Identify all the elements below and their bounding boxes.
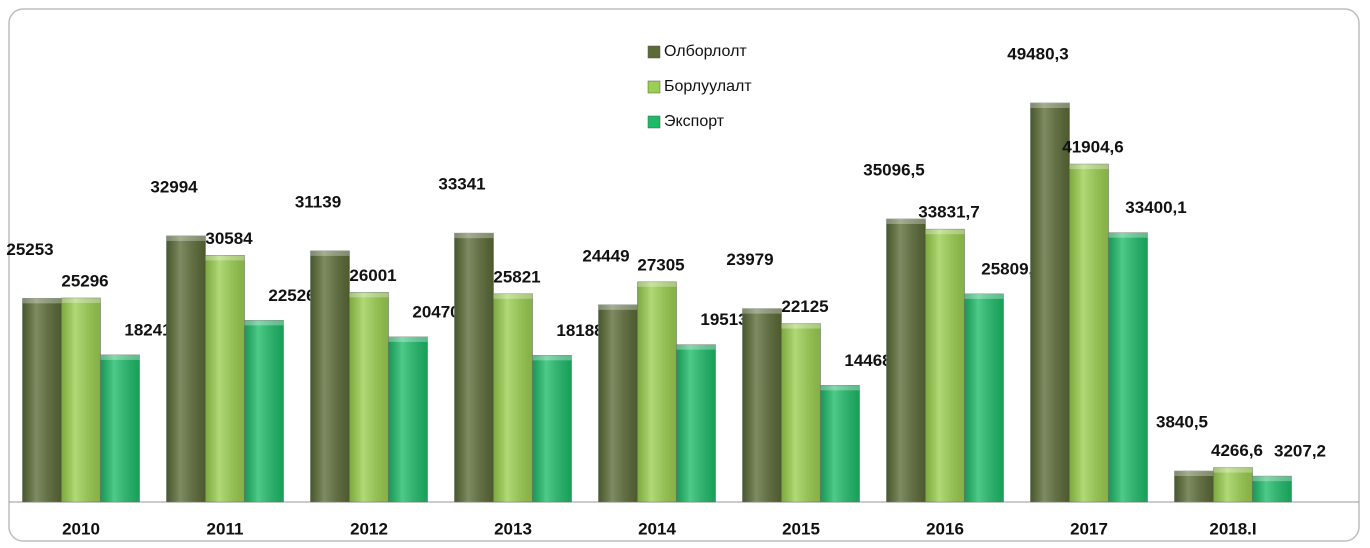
value-label: 3840,5 bbox=[1156, 413, 1208, 432]
bar bbox=[61, 297, 101, 503]
value-label: 25809,3 bbox=[981, 259, 1042, 278]
legend-swatch bbox=[647, 80, 661, 94]
bar bbox=[598, 304, 638, 503]
bar-cap bbox=[493, 293, 533, 299]
bar bbox=[742, 308, 782, 503]
bar-cap bbox=[886, 218, 926, 224]
value-label: 14468 bbox=[844, 351, 891, 370]
bar-cap bbox=[1174, 471, 1214, 477]
x-tick-label: 2017 bbox=[1070, 519, 1108, 538]
bar-cap bbox=[637, 281, 677, 287]
bar bbox=[1069, 163, 1109, 503]
bar bbox=[820, 385, 860, 503]
x-tick-label: 2018.I bbox=[1209, 519, 1256, 538]
bar-cap bbox=[166, 235, 206, 241]
bar bbox=[637, 281, 677, 503]
bar-cap bbox=[532, 355, 572, 361]
x-tick-label: 2010 bbox=[62, 519, 100, 538]
bar-cap bbox=[925, 229, 965, 235]
bar-cap bbox=[781, 323, 821, 329]
value-label: 20470 bbox=[412, 302, 459, 321]
bar-cap bbox=[742, 308, 782, 314]
bar-cap bbox=[100, 354, 140, 360]
bar bbox=[781, 323, 821, 503]
bar-cap bbox=[1213, 467, 1253, 473]
bar bbox=[205, 255, 245, 503]
bar-cap bbox=[22, 298, 62, 304]
bar bbox=[388, 336, 428, 503]
bar-cap bbox=[1069, 164, 1109, 170]
bar-cap bbox=[454, 233, 494, 239]
value-label: 33341 bbox=[438, 175, 485, 194]
value-label: 25821 bbox=[493, 267, 540, 286]
bar-cap bbox=[1252, 476, 1292, 482]
value-label: 27305 bbox=[637, 255, 684, 274]
value-label: 3207,2 bbox=[1274, 442, 1326, 461]
value-label: 23979 bbox=[726, 250, 773, 269]
bar bbox=[1108, 232, 1148, 503]
x-tick-label: 2012 bbox=[350, 519, 388, 538]
value-label: 30584 bbox=[205, 229, 253, 248]
bar bbox=[1030, 102, 1070, 503]
bar-cap bbox=[1030, 103, 1070, 108]
legend-label: Экспорт bbox=[664, 113, 725, 130]
value-label: 18241 bbox=[124, 320, 171, 339]
bar bbox=[532, 355, 572, 503]
x-tick-label: 2016 bbox=[926, 519, 964, 538]
legend-swatch bbox=[647, 115, 661, 129]
value-label: 22526 bbox=[268, 286, 315, 305]
value-label: 33400,1 bbox=[1125, 198, 1186, 217]
bar bbox=[244, 320, 284, 503]
x-tick-label: 2014 bbox=[638, 519, 676, 538]
bar-cap bbox=[1108, 232, 1148, 238]
bar-cap bbox=[388, 336, 428, 342]
value-label: 33831,7 bbox=[918, 203, 979, 222]
value-label: 41904,6 bbox=[1062, 138, 1123, 157]
legend-label: Олборлолт bbox=[664, 43, 747, 60]
bar-cap bbox=[244, 320, 284, 326]
bar bbox=[493, 293, 533, 503]
value-label: 18188 bbox=[556, 321, 603, 340]
bar bbox=[349, 292, 389, 503]
legend-swatch bbox=[647, 45, 661, 59]
value-label: 24449 bbox=[582, 246, 629, 265]
value-label: 31139 bbox=[295, 192, 341, 211]
bar bbox=[22, 298, 62, 503]
bar-cap bbox=[676, 344, 716, 350]
bar-cap bbox=[820, 385, 860, 391]
value-label: 25253 bbox=[6, 240, 53, 259]
value-label: 25296 bbox=[61, 272, 108, 291]
value-label: 22125 bbox=[781, 297, 828, 316]
bar-cap bbox=[205, 255, 245, 261]
value-label: 49480,3 bbox=[1007, 44, 1068, 63]
bar-cap bbox=[598, 304, 638, 310]
value-label: 35096,5 bbox=[863, 160, 924, 179]
bar bbox=[964, 293, 1004, 503]
value-label: 4266,6 bbox=[1211, 441, 1263, 460]
bar bbox=[886, 218, 926, 503]
bar-cap bbox=[964, 293, 1004, 299]
legend-label: Борлуулалт bbox=[664, 78, 752, 95]
value-label: 32994 bbox=[150, 177, 198, 196]
x-tick-label: 2013 bbox=[494, 519, 532, 538]
x-tick-label: 2015 bbox=[782, 519, 820, 538]
bar bbox=[100, 354, 140, 503]
value-label: 19513 bbox=[700, 310, 747, 329]
x-tick-label: 2011 bbox=[207, 519, 244, 538]
bar bbox=[310, 250, 350, 503]
bar bbox=[676, 344, 716, 503]
bar bbox=[166, 235, 206, 503]
bar-cap bbox=[349, 292, 389, 298]
bar-cap bbox=[310, 250, 350, 256]
bar bbox=[925, 228, 965, 503]
bar-cap bbox=[61, 298, 101, 304]
bar bbox=[454, 232, 494, 503]
bar bbox=[1213, 467, 1253, 503]
value-label: 26001 bbox=[349, 266, 396, 285]
